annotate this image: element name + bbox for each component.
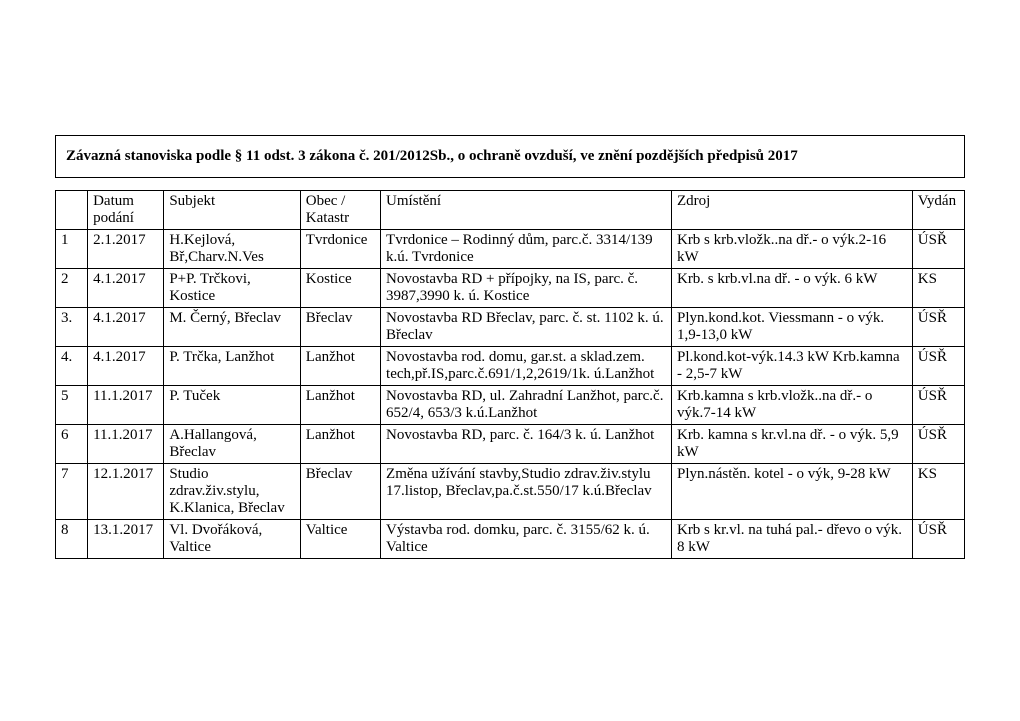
col-header-date: Datum podání [88,191,164,230]
table-cell: Krb s kr.vl. na tuhá pal.- dřevo o výk. … [671,520,912,559]
table-cell: 11.1.2017 [88,386,164,425]
table-cell: Novostavba RD Břeclav, parc. č. st. 1102… [381,308,672,347]
table-cell: Břeclav [300,308,380,347]
table-row: 511.1.2017P. TučekLanžhotNovostavba RD, … [56,386,965,425]
table-cell: P. Trčka, Lanžhot [164,347,300,386]
col-header-location: Umístění [381,191,672,230]
table-cell: 11.1.2017 [88,425,164,464]
table-cell: Pl.kond.kot-výk.14.3 kW Krb.kamna - 2,5-… [671,347,912,386]
table-cell: Studio zdrav.živ.stylu, K.Klanica, Břecl… [164,464,300,520]
table-cell: 1 [56,230,88,269]
table-cell: 4.1.2017 [88,347,164,386]
table-cell: Tvrdonice – Rodinný dům, parc.č. 3314/13… [381,230,672,269]
table-cell: 4.1.2017 [88,269,164,308]
table-row: 611.1.2017A.Hallangová, BřeclavLanžhotNo… [56,425,965,464]
table-cell: Kostice [300,269,380,308]
table-cell: Lanžhot [300,425,380,464]
table-cell: Novostavba RD + přípojky, na IS, parc. č… [381,269,672,308]
table-cell: KS [912,464,964,520]
table-cell: 8 [56,520,88,559]
table-cell: Plyn.kond.kot. Viessmann - o výk. 1,9-13… [671,308,912,347]
table-cell: 12.1.2017 [88,464,164,520]
table-cell: Výstavba rod. domku, parc. č. 3155/62 k.… [381,520,672,559]
table-cell: M. Černý, Břeclav [164,308,300,347]
table-cell: Krb. s krb.vl.na dř. - o výk. 6 kW [671,269,912,308]
col-header-source: Zdroj [671,191,912,230]
table-cell: Plyn.nástěn. kotel - o výk, 9-28 kW [671,464,912,520]
col-header-subject: Subjekt [164,191,300,230]
table-cell: Krb. kamna s kr.vl.na dř. - o výk. 5,9 k… [671,425,912,464]
table-cell: 5 [56,386,88,425]
table-cell: ÚSŘ [912,520,964,559]
table-cell: ÚSŘ [912,425,964,464]
table-cell: 3. [56,308,88,347]
table-cell: 4. [56,347,88,386]
table-cell: Novostavba RD, ul. Zahradní Lanžhot, par… [381,386,672,425]
table-row: 12.1.2017H.Kejlová, Bř,Charv.N.VesTvrdon… [56,230,965,269]
col-header-obec: Obec / Katastr [300,191,380,230]
table-cell: Krb s krb.vložk..na dř.- o výk.2-16 kW [671,230,912,269]
table-cell: Novostavba rod. domu, gar.st. a sklad.ze… [381,347,672,386]
table-row: 4.4.1.2017P. Trčka, LanžhotLanžhotNovost… [56,347,965,386]
table-header-row: Datum podání Subjekt Obec / Katastr Umís… [56,191,965,230]
table-cell: Vl. Dvořáková, Valtice [164,520,300,559]
table-cell: ÚSŘ [912,347,964,386]
table-cell: Novostavba RD, parc. č. 164/3 k. ú. Lanž… [381,425,672,464]
table-cell: Tvrdonice [300,230,380,269]
table-cell: 6 [56,425,88,464]
statements-table: Datum podání Subjekt Obec / Katastr Umís… [55,190,965,559]
table-cell: Lanžhot [300,386,380,425]
table-cell: A.Hallangová, Břeclav [164,425,300,464]
table-cell: P. Tuček [164,386,300,425]
col-header-issued: Vydán [912,191,964,230]
table-cell: ÚSŘ [912,230,964,269]
table-cell: 4.1.2017 [88,308,164,347]
table-cell: Změna užívání stavby,Studio zdrav.živ.st… [381,464,672,520]
table-cell: 13.1.2017 [88,520,164,559]
table-row: 3.4.1.2017M. Černý, BřeclavBřeclavNovost… [56,308,965,347]
table-cell: Lanžhot [300,347,380,386]
table-cell: Břeclav [300,464,380,520]
table-cell: P+P. Trčkovi, Kostice [164,269,300,308]
table-cell: Valtice [300,520,380,559]
table-row: 813.1.2017Vl. Dvořáková, ValticeValticeV… [56,520,965,559]
table-cell: 7 [56,464,88,520]
table-cell: 2.1.2017 [88,230,164,269]
table-cell: 2 [56,269,88,308]
table-cell: H.Kejlová, Bř,Charv.N.Ves [164,230,300,269]
table-cell: KS [912,269,964,308]
document-title: Závazná stanoviska podle § 11 odst. 3 zá… [55,135,965,178]
table-row: 24.1.2017P+P. Trčkovi, KosticeKosticeNov… [56,269,965,308]
table-row: 712.1.2017Studio zdrav.živ.stylu, K.Klan… [56,464,965,520]
col-header-index [56,191,88,230]
table-cell: ÚSŘ [912,386,964,425]
table-cell: Krb.kamna s krb.vložk..na dř.- o výk.7-1… [671,386,912,425]
table-cell: ÚSŘ [912,308,964,347]
